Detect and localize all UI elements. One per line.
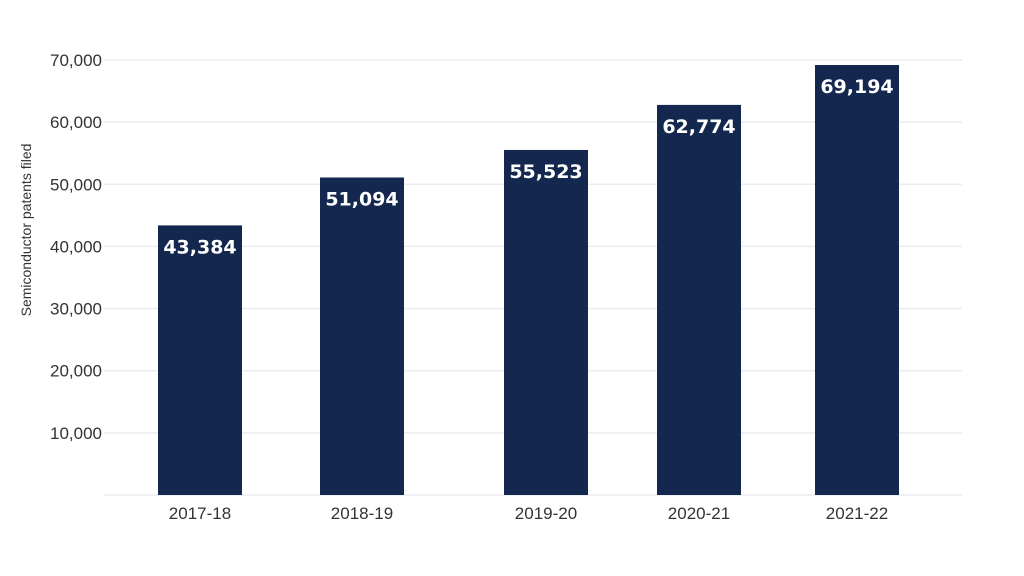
- bar-value-label: 69,194: [820, 76, 893, 98]
- x-tick-label: 2019-20: [515, 504, 577, 523]
- y-tick-label: 20,000: [50, 362, 102, 381]
- y-axis-label: Semiconductor patents filed: [18, 144, 34, 317]
- bar-value-label: 55,523: [509, 161, 582, 183]
- bar-value-label: 62,774: [662, 116, 735, 138]
- bars: [158, 65, 899, 496]
- y-tick-label: 60,000: [50, 113, 102, 132]
- bar-value-label: 43,384: [163, 236, 236, 258]
- x-tick-label: 2021-22: [826, 504, 888, 523]
- bar: [504, 149, 588, 495]
- y-tick-label: 10,000: [50, 424, 102, 443]
- bar: [320, 177, 404, 495]
- y-tick-label: 30,000: [50, 300, 102, 319]
- y-tick-label: 40,000: [50, 237, 102, 256]
- x-tick-label: 2020-21: [668, 504, 730, 523]
- bar-value-label: 51,094: [325, 188, 398, 210]
- bar: [158, 225, 242, 496]
- bar: [657, 104, 741, 496]
- x-tick-label: 2017-18: [169, 504, 231, 523]
- bar: [815, 65, 899, 495]
- bar-value-labels: 43,384 51,094 55,523 62,774 69,194: [163, 76, 893, 258]
- y-axis-ticks: 10,000 20,000 30,000 40,000 50,000 60,000 70,0…: [50, 51, 102, 443]
- x-axis-ticks: 2017-18 2018-19 2019-20 2020-21 2021-22: [169, 504, 888, 523]
- y-tick-label: 70,000: [50, 51, 102, 70]
- y-tick-label: 50,000: [50, 175, 102, 194]
- x-tick-label: 2018-19: [331, 504, 393, 523]
